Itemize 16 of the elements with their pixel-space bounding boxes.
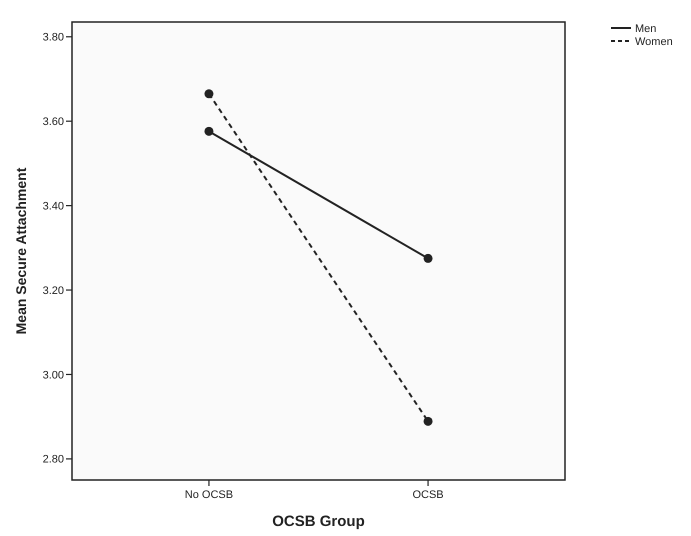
x-tick-label: No OCSB (184, 489, 234, 501)
y-axis-title: Mean Secure Attachment (13, 167, 29, 334)
y-tick-label: 3.20 (42, 284, 64, 297)
y-tick-label: 3.80 (42, 32, 64, 44)
legend-label: Women (635, 36, 673, 48)
point (204, 126, 214, 136)
point (424, 254, 433, 263)
x-axis-title: OCSB Group (272, 513, 365, 530)
point (424, 416, 433, 426)
x-tick-label: OCSB (412, 489, 444, 501)
point (204, 89, 214, 98)
y-tick-label: 3.60 (42, 116, 64, 128)
y-tick-label: 2.80 (42, 454, 64, 466)
y-tick-label: 3.40 (42, 200, 64, 212)
y-tick-label: 3.00 (42, 369, 64, 382)
legend-label: Men (635, 22, 656, 35)
